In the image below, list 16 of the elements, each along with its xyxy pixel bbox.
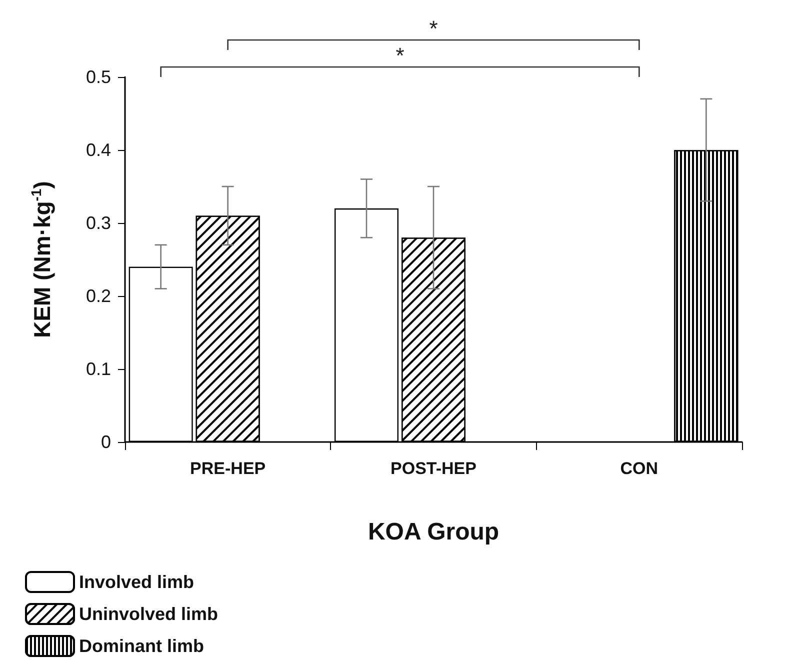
y-tick-label: 0.3 (86, 213, 111, 233)
legend-label: Uninvolved limb (79, 604, 218, 624)
y-tick-label: 0.2 (86, 286, 111, 306)
y-tick-label: 0.1 (86, 359, 111, 379)
x-axis-title: KOA Group (368, 518, 500, 546)
y-tick-label: 0.5 (86, 67, 111, 87)
x-tick-label: POST-HEP (390, 459, 476, 478)
x-tick-label: PRE-HEP (190, 459, 266, 478)
x-tick-label: CON (620, 459, 658, 478)
text: * (396, 43, 405, 68)
legend-label: Involved limb (79, 572, 194, 592)
y-tick-label: 0 (100, 432, 111, 452)
text: * (429, 16, 438, 41)
y-tick-label: 0.4 (86, 140, 111, 160)
legend-label: Dominant limb (79, 636, 204, 656)
y-axis-title: KEM (Nm·kg-1) (28, 181, 55, 338)
